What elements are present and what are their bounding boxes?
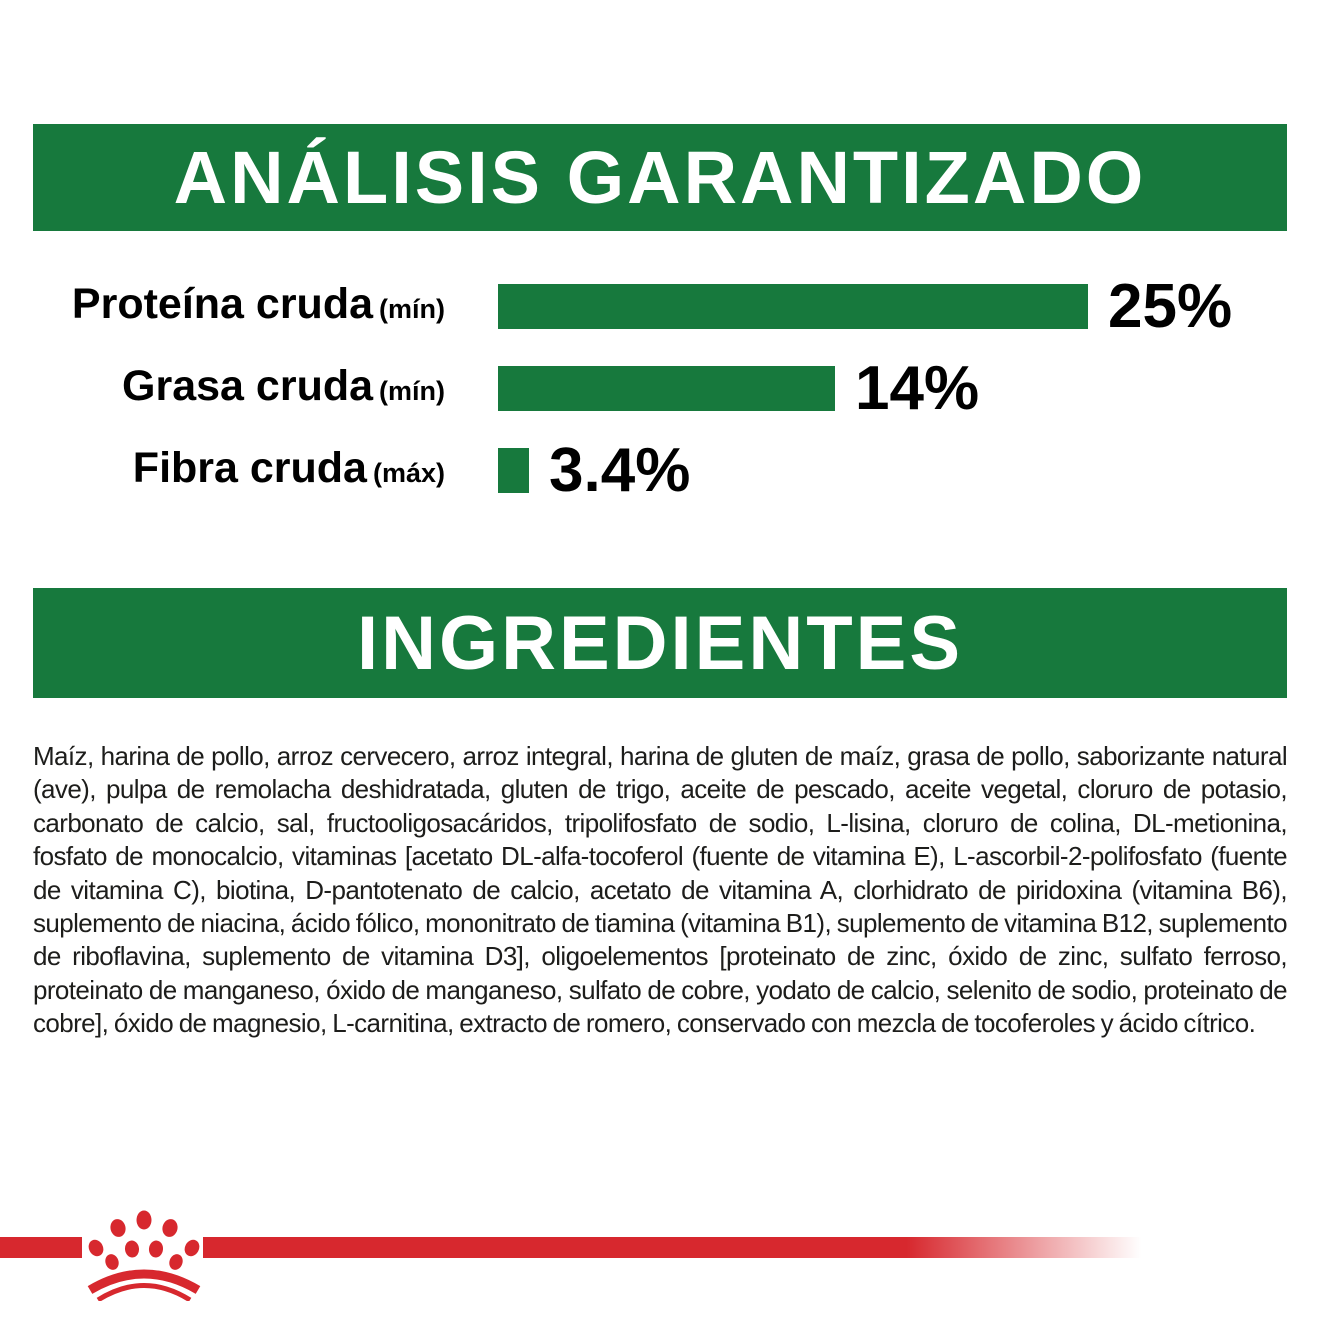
protein-label-text: Proteína cruda bbox=[71, 279, 374, 328]
fat-label-text: Grasa cruda bbox=[122, 361, 374, 410]
chart-row-fat: Grasa cruda (mín) 14% bbox=[0, 354, 1320, 423]
analysis-section-title: ANÁLISIS GARANTIZADO bbox=[173, 136, 1147, 219]
chart-row-fiber: Fibra cruda (máx) 3.4% bbox=[0, 436, 1320, 505]
protein-label: Proteína cruda (mín) bbox=[33, 279, 445, 334]
analysis-section-header: ANÁLISIS GARANTIZADO bbox=[33, 124, 1287, 231]
fiber-bar bbox=[498, 447, 529, 493]
fat-label: Grasa cruda (mín) bbox=[33, 361, 445, 416]
fat-qualifier: (mín) bbox=[379, 375, 445, 406]
footer-stripe-left bbox=[0, 1237, 82, 1258]
fiber-qualifier: (máx) bbox=[372, 457, 445, 488]
protein-value: 25% bbox=[1108, 271, 1233, 341]
fiber-label: Fibra cruda (máx) bbox=[33, 443, 445, 498]
chart-row-protein: Proteína cruda (mín) 25% bbox=[0, 272, 1320, 341]
fiber-label-text: Fibra cruda bbox=[132, 443, 367, 492]
royal-canin-crown-logo-icon bbox=[87, 1210, 201, 1301]
footer-stripe-right bbox=[203, 1237, 1320, 1258]
fat-value: 14% bbox=[855, 353, 980, 423]
protein-qualifier: (mín) bbox=[379, 293, 445, 324]
fat-bar bbox=[498, 365, 835, 411]
fiber-value: 3.4% bbox=[549, 435, 691, 505]
ingredients-section-title: INGREDIENTES bbox=[356, 600, 964, 686]
ingredients-section-header: INGREDIENTES bbox=[33, 588, 1287, 698]
ingredients-text: Maíz, harina de pollo, arroz cervecero, … bbox=[33, 741, 1288, 1039]
protein-bar bbox=[498, 283, 1088, 329]
